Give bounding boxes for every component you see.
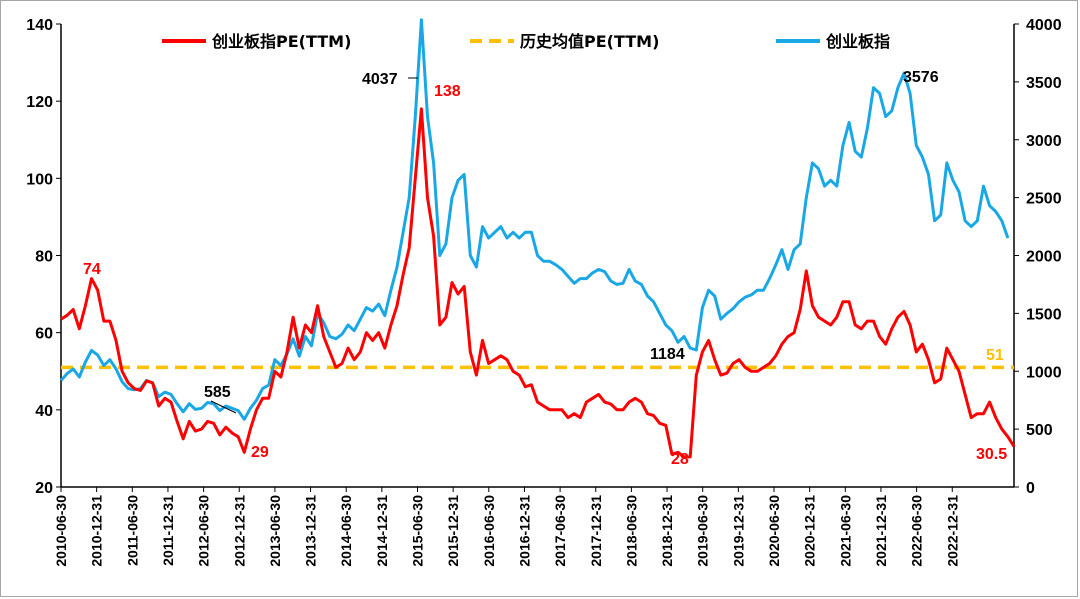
y-right-tick-label: 0 bbox=[1026, 480, 1035, 497]
y-right-tick-label: 1500 bbox=[1026, 306, 1062, 323]
x-tick-label: 2019-06-30 bbox=[695, 495, 711, 567]
y-right-tick-label: 2000 bbox=[1026, 249, 1062, 266]
x-tick-label: 2013-06-30 bbox=[267, 495, 283, 567]
x-tick-label: 2013-12-31 bbox=[303, 495, 319, 567]
annotation-label: 4037 bbox=[362, 71, 398, 88]
x-tick-label: 2010-12-31 bbox=[89, 495, 105, 567]
x-tick-label: 2020-06-30 bbox=[766, 495, 782, 567]
x-tick-label: 2022-12-31 bbox=[944, 495, 960, 567]
annotation-label: 1184 bbox=[650, 346, 685, 363]
annotation-label: 74 bbox=[83, 261, 101, 278]
y-right-tick-label: 3000 bbox=[1026, 133, 1062, 150]
legend-label-avg: 历史均值PE(TTM) bbox=[520, 32, 659, 51]
series-layer bbox=[59, 18, 1016, 459]
x-tick-label: 2010-06-30 bbox=[53, 495, 69, 567]
x-tick-label: 2015-12-31 bbox=[445, 495, 461, 567]
annotation-label: 29 bbox=[251, 444, 269, 461]
y-right-tick-label: 4000 bbox=[1026, 17, 1062, 34]
y-left-tick-label: 20 bbox=[35, 480, 53, 497]
axes: 20 40 60 80 100 120 140 0 500 1000 1500 2000 2500 300… bbox=[26, 17, 1061, 567]
x-tick-label: 2019-12-31 bbox=[730, 495, 746, 567]
annotation-label: 585 bbox=[204, 384, 231, 401]
annotations: 74 29 138 28 30.5 51 585 4037 1184 3576 bbox=[83, 69, 1007, 468]
x-tick-label: 2012-12-31 bbox=[231, 495, 247, 567]
y-left-tick-label: 60 bbox=[35, 326, 53, 343]
x-tick-label: 2011-06-30 bbox=[124, 495, 140, 566]
annotation-label: 138 bbox=[434, 83, 461, 100]
series-line-index bbox=[59, 18, 1010, 421]
annotation-label: 28 bbox=[671, 451, 689, 468]
x-tick-label: 2012-06-30 bbox=[196, 495, 212, 567]
annotation-label: 3576 bbox=[903, 69, 939, 86]
annotation-label: 30.5 bbox=[976, 446, 1007, 463]
x-tick-label: 2018-12-31 bbox=[659, 495, 675, 567]
x-tick-label: 2017-06-30 bbox=[552, 495, 568, 567]
legend-label-index: 创业板指 bbox=[825, 32, 890, 51]
legend: 创业板指PE(TTM) 历史均值PE(TTM) 创业板指 bbox=[162, 32, 890, 51]
x-tick-label: 2016-12-31 bbox=[516, 495, 532, 567]
x-tick-label: 2016-06-30 bbox=[481, 495, 497, 567]
x-tick-label: 2021-12-31 bbox=[873, 495, 889, 567]
y-right-tick-label: 3500 bbox=[1026, 75, 1062, 92]
y-left-tick-label: 80 bbox=[35, 249, 53, 266]
y-left-tick-label: 140 bbox=[26, 17, 53, 34]
y-left-tick-label: 40 bbox=[35, 403, 53, 420]
x-tick-label: 2018-06-30 bbox=[623, 495, 639, 567]
series-line-pe bbox=[60, 107, 1016, 459]
x-tick-label: 2022-06-30 bbox=[909, 495, 925, 567]
x-tick-label: 2014-06-30 bbox=[338, 495, 354, 567]
y-left-tick-label: 100 bbox=[26, 171, 53, 188]
x-tick-label: 2021-06-30 bbox=[837, 495, 853, 567]
annotation-label: 51 bbox=[986, 347, 1004, 364]
x-tick-label: 2011-12-31 bbox=[160, 495, 176, 566]
y-right-tick-label: 2500 bbox=[1026, 191, 1062, 208]
y-left-tick-label: 120 bbox=[26, 94, 53, 111]
annotation-leader-585 bbox=[210, 400, 237, 414]
x-tick-label: 2020-12-31 bbox=[802, 495, 818, 567]
y-right-tick-label: 1000 bbox=[1026, 364, 1062, 381]
x-tick-label: 2015-06-30 bbox=[410, 495, 426, 567]
legend-label-pe: 创业板指PE(TTM) bbox=[211, 32, 351, 51]
x-tick-label: 2014-12-31 bbox=[374, 495, 390, 567]
x-tick-label: 2017-12-31 bbox=[588, 495, 604, 567]
y-right-tick-label: 500 bbox=[1026, 422, 1053, 439]
